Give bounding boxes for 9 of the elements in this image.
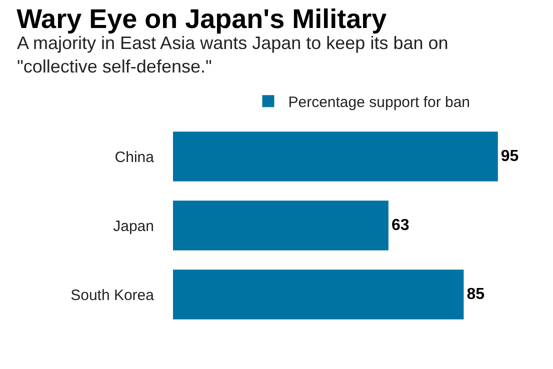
data-label: 63 — [391, 217, 410, 234]
chart-subtitle: A majority in East Asia wants Japan to keep its ban on "collective self-defense." — [17, 33, 448, 76]
legend-label: Percentage support for ban — [288, 94, 470, 111]
y-tick-label: Japan — [113, 218, 154, 235]
data-label: 85 — [466, 286, 485, 303]
chart-title: Wary Eye on Japan's Military — [16, 4, 387, 34]
y-tick-label: China — [114, 148, 155, 166]
y-tick-label: South Korea — [70, 286, 155, 304]
data-label: 95 — [500, 148, 519, 165]
